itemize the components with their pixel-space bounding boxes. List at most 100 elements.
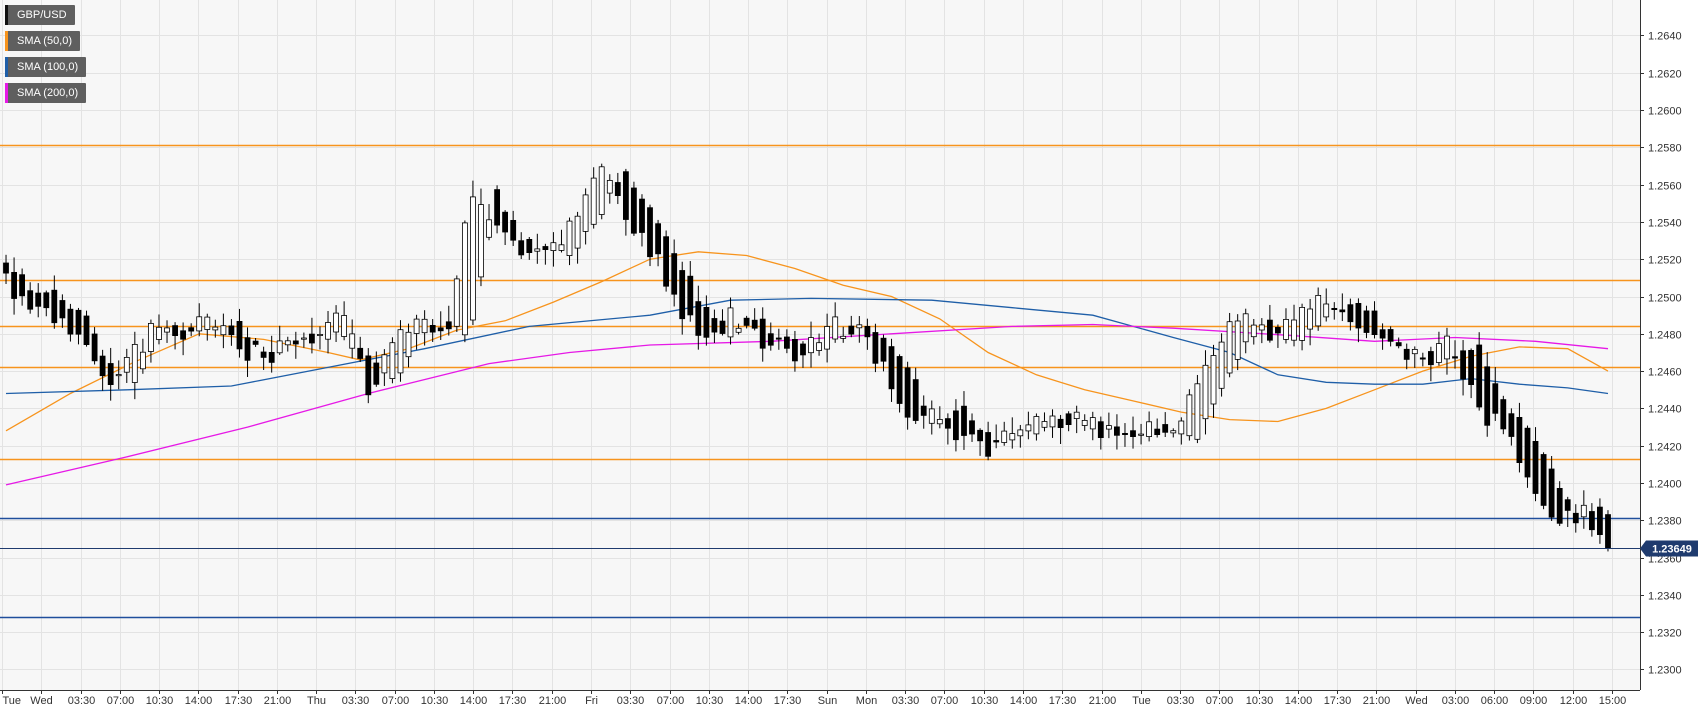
candle-body — [856, 324, 863, 329]
candle-body — [276, 340, 283, 354]
candle-body — [1315, 294, 1322, 327]
candle-body — [1403, 348, 1410, 360]
time-tick-label: 14:00 — [460, 695, 488, 707]
price-tick-label: 1.2620 — [1648, 69, 1682, 81]
candle-body — [445, 321, 452, 330]
candle-body — [1275, 326, 1281, 334]
candle-body — [11, 271, 18, 299]
time-tick-label: 10:30 — [146, 695, 174, 707]
candle-body — [1202, 364, 1209, 420]
candle-body — [896, 356, 903, 404]
price-tick-label: 1.2380 — [1648, 516, 1682, 528]
candle-body — [1468, 349, 1474, 385]
candle-body — [1114, 426, 1120, 436]
candle-body — [421, 318, 428, 334]
candle-body — [743, 317, 750, 326]
candle-body — [349, 333, 356, 349]
candle-body — [429, 324, 436, 333]
time-tick-label: 21:00 — [1363, 695, 1391, 707]
time-tick-label: 03:30 — [892, 695, 920, 707]
time-tick-label: 21:00 — [264, 695, 292, 707]
candle-body — [1436, 343, 1442, 363]
candle-body — [1097, 421, 1104, 439]
candle-body — [1106, 425, 1112, 430]
candle-body — [1186, 394, 1193, 437]
candle-body — [848, 325, 855, 335]
candle-body — [260, 351, 267, 358]
candle-body — [1532, 440, 1539, 494]
candle-body — [775, 337, 782, 340]
candle-body — [478, 204, 484, 278]
time-tick-label: 17:30 — [774, 695, 802, 707]
candle-body — [816, 342, 822, 351]
time-tick-label: 21:00 — [539, 695, 567, 707]
candle-body — [139, 351, 146, 370]
candle-body — [1580, 504, 1587, 518]
time-tick-label: 07:00 — [931, 695, 959, 707]
candle-body — [212, 326, 219, 331]
candle-body — [695, 301, 702, 336]
candle-body — [1242, 313, 1249, 343]
candle-body — [945, 418, 951, 429]
candle-body — [1073, 411, 1080, 420]
candle-body — [1524, 427, 1531, 478]
candle-body — [357, 347, 364, 359]
candle-body — [1291, 319, 1297, 341]
candle-body — [582, 194, 589, 232]
candle-body — [888, 346, 895, 390]
candle-body — [317, 333, 323, 336]
candle-body — [1299, 306, 1305, 341]
price-tick-label: 1.2520 — [1648, 255, 1682, 267]
candle-body — [1065, 413, 1072, 425]
candle-body — [1548, 468, 1555, 518]
candle-body — [606, 179, 613, 194]
candle-body — [663, 236, 669, 287]
candle-body — [751, 319, 758, 329]
candle-body — [792, 338, 798, 362]
candle-body — [1122, 432, 1128, 435]
candle-body — [639, 198, 645, 233]
candle-body — [1009, 433, 1016, 441]
candle-body — [1017, 429, 1024, 437]
time-tick-label: 07:00 — [657, 695, 685, 707]
last-price-tag — [1640, 540, 1698, 557]
candle-body — [1146, 421, 1152, 437]
price-axis: 1.2640 1.2620 1.2600 1.2580 1.2560 1.2540 1.25… — [1640, 31, 1682, 677]
candle-body — [1210, 355, 1217, 405]
candle-body — [985, 432, 991, 457]
candle-body — [123, 356, 130, 373]
candle-body — [1258, 324, 1265, 331]
candle-body — [1307, 308, 1313, 330]
candle-body — [228, 325, 235, 336]
time-tick-label: Wed — [1405, 695, 1427, 707]
candle-body — [1081, 419, 1088, 426]
candle-body — [204, 316, 211, 330]
candle-body — [1331, 307, 1338, 310]
candle-body — [759, 318, 766, 349]
candle-body — [1411, 348, 1418, 355]
time-tick-label: 14:00 — [1285, 695, 1313, 707]
candle-body — [91, 333, 98, 362]
candle-body — [590, 177, 597, 225]
time-tick-label: 21:00 — [1089, 695, 1117, 707]
sma-200-line — [5, 323, 1609, 486]
candle-body — [703, 306, 710, 338]
time-tick-label: 10:30 — [696, 695, 724, 707]
candle-body — [268, 351, 275, 363]
candle-body — [147, 322, 154, 352]
candle-body — [180, 330, 187, 340]
candle-body — [3, 262, 9, 274]
candle-body — [333, 312, 340, 333]
time-tick-label: 03:30 — [68, 695, 96, 707]
legend: GBP/USD SMA (50,0) SMA (100,0) SMA (200,… — [5, 5, 87, 109]
candle-body — [1589, 511, 1595, 531]
candle-body — [904, 367, 911, 418]
candle-body — [83, 315, 90, 346]
candle-body — [928, 408, 935, 424]
grid — [0, 0, 1640, 690]
legend-label: SMA (200,0) — [17, 87, 79, 99]
candle-body — [1138, 433, 1144, 436]
candle-body — [1492, 383, 1499, 414]
candle-body — [1234, 320, 1241, 360]
candle-body — [1371, 310, 1378, 336]
